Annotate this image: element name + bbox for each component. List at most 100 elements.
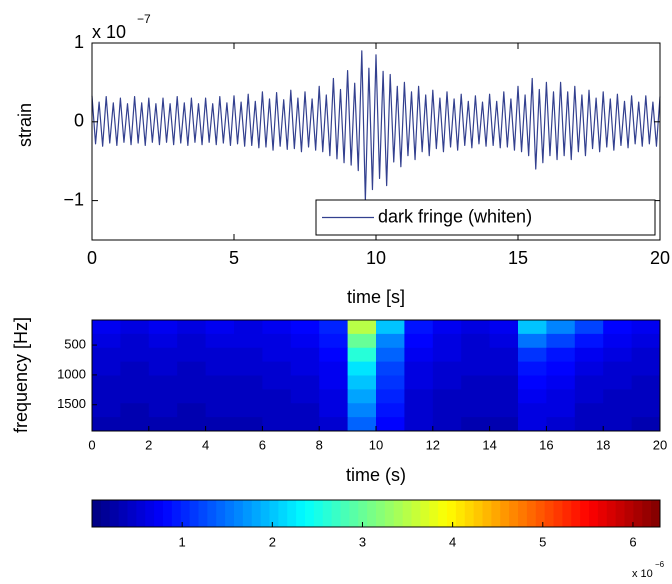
heat-cell — [603, 417, 633, 432]
heat-cell — [319, 389, 349, 404]
colorbar-swatch — [509, 500, 519, 527]
heat-cell — [347, 361, 377, 376]
colorbar-swatch — [358, 500, 368, 527]
heat-cell — [461, 361, 491, 376]
heat-cell — [546, 403, 576, 418]
heat-cell — [631, 361, 661, 376]
heat-cell — [489, 403, 519, 418]
colorbar-swatch — [633, 500, 643, 527]
heat-cell — [262, 403, 292, 418]
colorbar-swatch — [553, 500, 563, 527]
heat-cell — [205, 320, 235, 335]
heat-cell — [461, 403, 491, 418]
colorbar-swatch — [109, 500, 120, 527]
heat-cell — [290, 320, 320, 335]
y-axis-label: strain — [15, 103, 35, 147]
colorbar-swatch — [526, 500, 537, 527]
heat-cell — [489, 333, 519, 349]
x-tick-label: 0 — [87, 248, 97, 268]
y-tick-label: 1500 — [57, 396, 86, 411]
colorbar-swatch — [500, 500, 510, 527]
heat-cell — [177, 417, 207, 432]
colorbar-swatch — [198, 500, 208, 527]
heat-cell — [518, 389, 547, 404]
heat-cell — [262, 333, 292, 349]
colorbar-tick-label: 5 — [539, 534, 546, 549]
colorbar-swatch — [571, 500, 581, 527]
data-line — [91, 50, 661, 202]
c-exponent-power: −6 — [655, 560, 665, 569]
x-axis-label: time [s] — [347, 287, 405, 307]
colorbar-swatch — [127, 500, 137, 527]
heat-cell — [234, 389, 263, 404]
heat-cell — [262, 375, 292, 390]
heat-cell — [120, 320, 150, 335]
heat-cell — [631, 333, 661, 349]
heat-cell — [234, 403, 263, 418]
heat-cell — [489, 361, 519, 376]
colorbar-swatch — [535, 500, 546, 527]
heat-cell — [376, 347, 405, 363]
legend-label: dark fringe (whiten) — [378, 206, 532, 226]
x-tick-label: 14 — [482, 437, 496, 452]
heat-cell — [290, 389, 320, 404]
heat-cell — [177, 403, 207, 418]
x-tick-label: 10 — [366, 248, 386, 268]
y-tick-label: 500 — [64, 337, 86, 352]
heat-cell — [177, 320, 207, 335]
heat-cell — [518, 320, 547, 335]
colorbar-swatch — [154, 500, 164, 527]
colorbar-swatch — [606, 500, 617, 527]
heat-cell — [404, 320, 434, 335]
heat-cell — [461, 417, 491, 432]
colorbar-swatch — [615, 500, 625, 527]
heat-cell — [92, 347, 121, 363]
heat-cell — [432, 361, 462, 376]
heat-cell — [376, 361, 405, 376]
heat-cell — [177, 347, 207, 363]
heat-cell — [376, 333, 405, 349]
heat-cell — [205, 417, 235, 432]
heat-cell — [177, 361, 207, 376]
heat-cell — [262, 417, 292, 432]
x-axis-label: time (s) — [346, 465, 406, 485]
heat-cell — [432, 403, 462, 418]
colorbar-swatch — [473, 500, 483, 527]
colorbar-tick-label: 6 — [629, 534, 636, 549]
heat-cell — [92, 417, 121, 432]
colorbar-swatch — [313, 500, 324, 527]
heat-cell — [518, 347, 547, 363]
colorbar-swatch — [136, 500, 146, 527]
heat-cell — [319, 320, 349, 335]
heat-cell — [262, 347, 292, 363]
heat-cell — [234, 375, 263, 390]
colorbar-tick-label: 3 — [359, 534, 366, 549]
heat-cell — [574, 389, 604, 404]
colorbar-swatch — [100, 500, 111, 527]
heat-cell — [631, 347, 661, 363]
colorbar-swatch — [597, 500, 608, 527]
heat-cell — [92, 403, 121, 418]
heat-cell — [148, 361, 178, 376]
colorbar-swatch — [447, 500, 457, 527]
colorbar-swatch — [482, 500, 492, 527]
heat-cell — [148, 403, 178, 418]
colorbar-swatch — [420, 500, 430, 527]
colorbar-swatch — [92, 500, 102, 527]
colorbar-swatch — [651, 500, 661, 527]
colorbar-swatch — [376, 500, 386, 527]
heat-cell — [120, 403, 150, 418]
heat-cell — [518, 417, 547, 432]
heat-cell — [631, 417, 661, 432]
heat-cell — [234, 320, 263, 335]
heat-cell — [574, 417, 604, 432]
heat-cell — [347, 333, 377, 349]
heat-cell — [574, 361, 604, 376]
heat-cell — [404, 361, 434, 376]
colorbar-swatch — [260, 500, 270, 527]
heat-cell — [546, 333, 576, 349]
heat-cell — [290, 347, 320, 363]
heat-cell — [404, 347, 434, 363]
heat-cell — [120, 361, 150, 376]
